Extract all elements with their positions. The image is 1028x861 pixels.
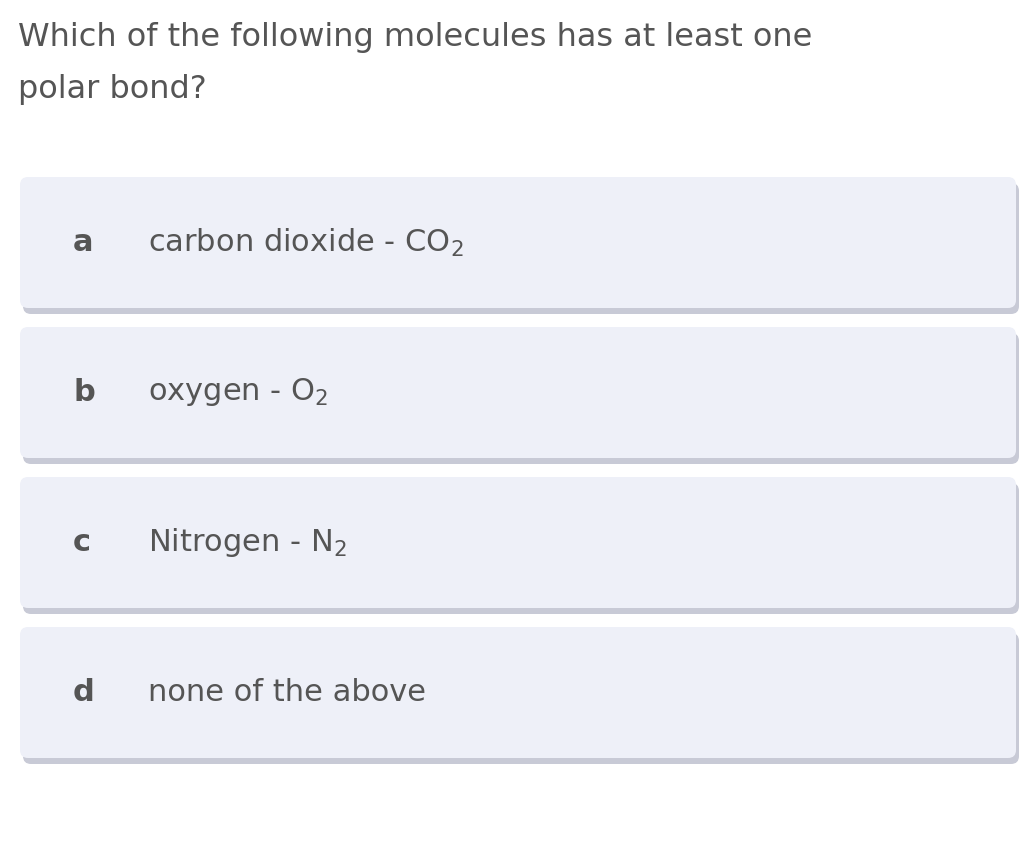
Text: c: c <box>73 528 91 557</box>
Text: polar bond?: polar bond? <box>19 74 207 105</box>
FancyBboxPatch shape <box>20 327 1016 458</box>
FancyBboxPatch shape <box>23 633 1019 764</box>
Text: d: d <box>73 678 95 707</box>
Text: Which of the following molecules has at least one: Which of the following molecules has at … <box>19 22 812 53</box>
FancyBboxPatch shape <box>23 183 1019 314</box>
FancyBboxPatch shape <box>23 333 1019 464</box>
Text: oxygen - O$_2$: oxygen - O$_2$ <box>148 376 328 408</box>
Text: carbon dioxide - CO$_2$: carbon dioxide - CO$_2$ <box>148 226 464 258</box>
FancyBboxPatch shape <box>23 483 1019 614</box>
FancyBboxPatch shape <box>20 477 1016 608</box>
FancyBboxPatch shape <box>20 177 1016 308</box>
FancyBboxPatch shape <box>20 627 1016 758</box>
Text: Nitrogen - N$_2$: Nitrogen - N$_2$ <box>148 526 346 559</box>
Text: a: a <box>73 228 94 257</box>
Text: b: b <box>73 378 95 407</box>
Text: none of the above: none of the above <box>148 678 426 707</box>
